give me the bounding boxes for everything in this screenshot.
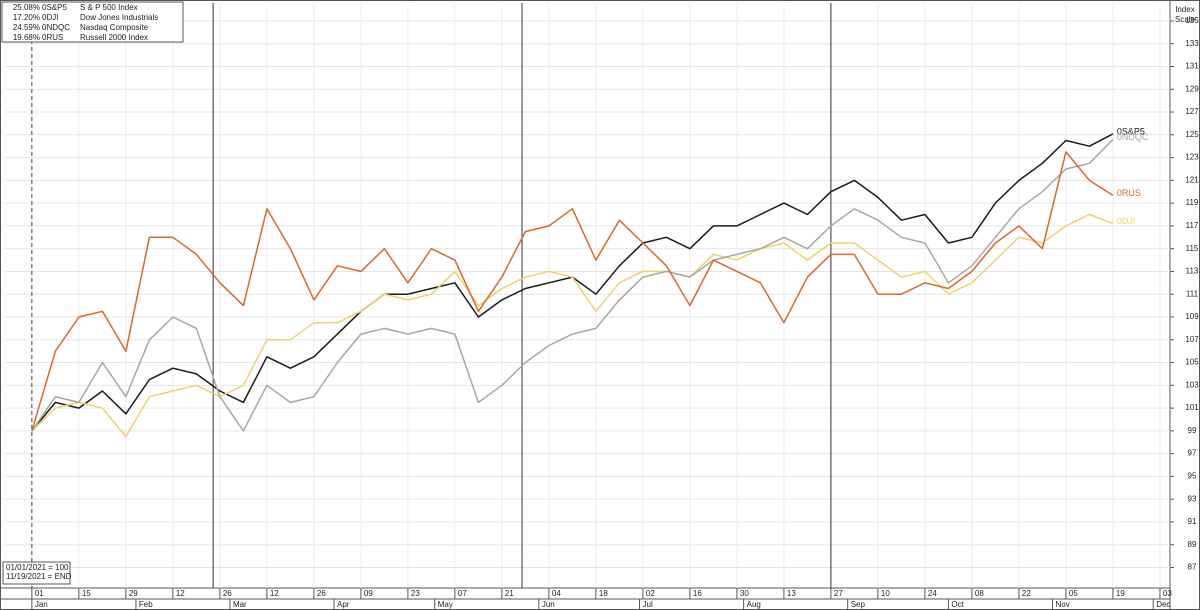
x-tick-label: 15 xyxy=(82,589,91,598)
y-tick-label: 133 xyxy=(1185,39,1199,48)
series-end-label: 0RUS xyxy=(1117,188,1141,198)
y-tick-label: 135 xyxy=(1185,16,1199,25)
month-label: Apr xyxy=(337,600,350,609)
month-label: Jan xyxy=(35,600,48,609)
y-tick-label: 131 xyxy=(1185,62,1199,71)
series-line xyxy=(31,151,1114,432)
x-tick-label: 12 xyxy=(176,589,185,598)
y-axis-title: Scale xyxy=(1175,15,1196,24)
y-tick-label: 111 xyxy=(1186,289,1199,298)
x-tick-label: 27 xyxy=(834,589,843,598)
y-tick-label: 119 xyxy=(1186,198,1199,207)
notes-box xyxy=(2,561,71,585)
month-label: Feb xyxy=(139,600,153,609)
legend-name: Nasdaq Composite xyxy=(80,23,149,32)
y-tick-label: 101 xyxy=(1185,403,1199,412)
y-tick-label: 89 xyxy=(1188,540,1197,549)
legend-symbol: 0S&P5 xyxy=(42,3,67,12)
x-tick-label: 07 xyxy=(458,589,467,598)
x-tick-label: 19 xyxy=(1116,589,1125,598)
y-tick-label: 123 xyxy=(1185,153,1199,162)
y-tick-label: 115 xyxy=(1186,244,1199,253)
y-tick-label: 87 xyxy=(1188,563,1197,572)
y-tick-label: 95 xyxy=(1188,472,1197,481)
month-label: Mar xyxy=(233,600,247,609)
series-end-label: 0DJI xyxy=(1117,216,1136,226)
y-tick-label: 125 xyxy=(1185,130,1199,139)
x-tick-label: 01 xyxy=(35,589,44,598)
legend-percent: 25.08% xyxy=(13,3,40,12)
note: 01/01/2021 = 100 xyxy=(6,563,69,572)
series-line xyxy=(31,213,1114,438)
y-tick-label: 105 xyxy=(1185,358,1199,367)
x-tick-label: 24 xyxy=(928,589,937,598)
x-tick-label: 03 xyxy=(1163,589,1172,598)
x-tick-label: 21 xyxy=(505,589,514,598)
series-line xyxy=(31,138,1114,432)
legend-box xyxy=(1,1,184,43)
series-end-label: 0NDQC xyxy=(1117,132,1149,142)
x-tick-label: 04 xyxy=(552,589,561,598)
month-label: Jun xyxy=(542,600,555,609)
x-tick-label: 09 xyxy=(364,589,373,598)
y-tick-label: 113 xyxy=(1186,267,1199,276)
y-tick-label: 121 xyxy=(1185,175,1199,184)
y-axis-title: Index xyxy=(1175,5,1195,14)
y-tick-label: 117 xyxy=(1186,221,1199,230)
legend-percent: 19.68% xyxy=(13,33,40,42)
legend-symbol: 0DJI xyxy=(42,13,58,22)
x-tick-label: 05 xyxy=(1069,589,1078,598)
y-tick-label: 103 xyxy=(1185,380,1199,389)
month-label: Jul xyxy=(643,600,653,609)
x-tick-label: 22 xyxy=(1022,589,1031,598)
x-tick-label: 16 xyxy=(693,589,702,598)
legend-symbol: 0NDQC xyxy=(42,23,70,32)
x-tick-label: 30 xyxy=(740,589,749,598)
month-label: May xyxy=(438,600,453,609)
x-tick-label: 26 xyxy=(317,589,326,598)
y-tick-label: 127 xyxy=(1185,107,1199,116)
month-label: Oct xyxy=(951,600,964,609)
x-tick-label: 10 xyxy=(881,589,890,598)
x-tick-label: 13 xyxy=(787,589,796,598)
note: 11/19/2021 = END xyxy=(6,572,72,581)
legend-symbol: 0RUS xyxy=(42,33,63,42)
month-label: Dec xyxy=(1156,600,1170,609)
y-tick-label: 99 xyxy=(1188,426,1197,435)
y-tick-label: 109 xyxy=(1185,312,1199,321)
x-tick-label: 08 xyxy=(975,589,984,598)
month-label: Nov xyxy=(1055,600,1069,609)
y-tick-label: 97 xyxy=(1188,449,1197,458)
legend-name: Dow Jones Industrials xyxy=(80,13,158,22)
x-tick-label: 23 xyxy=(411,589,420,598)
y-tick-label: 91 xyxy=(1188,517,1197,526)
x-tick-label: 26 xyxy=(223,589,232,598)
x-tick-label: 02 xyxy=(646,589,655,598)
month-label: Aug xyxy=(747,600,761,609)
series-end-label: 0S&P5 xyxy=(1117,126,1145,136)
legend-percent: 17.20% xyxy=(13,13,40,22)
x-tick-label: 29 xyxy=(129,589,138,598)
y-tick-label: 129 xyxy=(1185,84,1199,93)
x-tick-label: 12 xyxy=(270,589,279,598)
legend-percent: 24.59% xyxy=(13,23,40,32)
x-tick-label: 18 xyxy=(599,589,608,598)
legend-name: Russell 2000 Index xyxy=(80,33,148,42)
legend-name: S & P 500 Index xyxy=(80,3,138,12)
y-tick-label: 93 xyxy=(1188,494,1197,503)
y-tick-label: 107 xyxy=(1185,335,1199,344)
month-label: Sep xyxy=(851,600,866,609)
